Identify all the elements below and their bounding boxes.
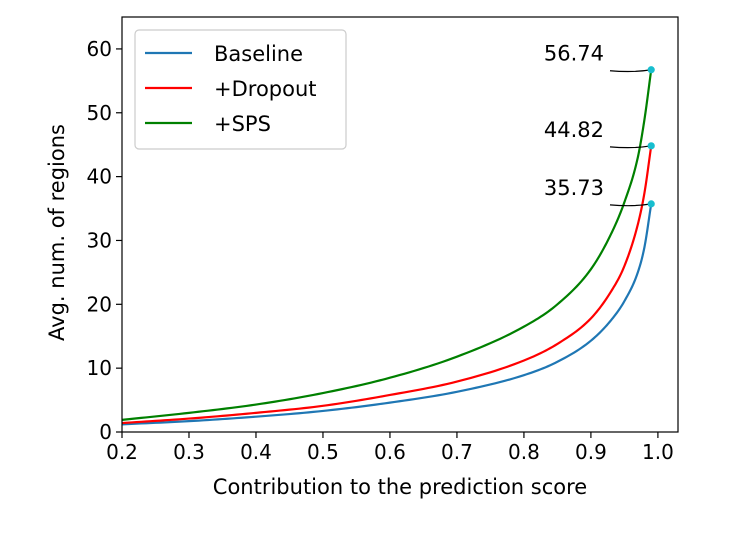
x-tick-label: 0.6	[374, 440, 406, 464]
legend-label: +Dropout	[214, 77, 317, 101]
y-tick-label: 30	[87, 228, 112, 252]
series-layer	[121, 69, 653, 426]
annotation-label: 56.74	[544, 42, 604, 66]
x-tick-label: 0.3	[173, 440, 205, 464]
x-tick-label: 1.0	[642, 440, 674, 464]
annotation-connector	[609, 203, 652, 207]
x-axis-ticks: 0.2 0.3 0.4 0.5 0.6 0.7 0.8 0.9 1.0	[106, 432, 674, 464]
x-tick-label: 0.8	[508, 440, 540, 464]
x-axis-title: Contribution to the prediction score	[213, 475, 587, 499]
x-tick-label: 0.5	[307, 440, 339, 464]
legend-box	[134, 29, 347, 150]
y-axis-ticks: 0 10 20 30 40 50 60	[87, 37, 122, 444]
series-line-1	[121, 145, 653, 425]
annotation-label: 44.82	[544, 118, 604, 142]
endpoint-marker	[647, 200, 655, 208]
plot-frame	[121, 16, 679, 433]
y-tick-label: 20	[87, 292, 112, 316]
x-tick-label: 0.7	[441, 440, 473, 464]
annotation-connector	[609, 145, 652, 149]
y-axis-title: Avg. num. of regions	[45, 124, 69, 341]
endpoint-marker	[647, 66, 655, 74]
legend-label: +SPS	[214, 112, 271, 136]
y-tick-label: 10	[87, 356, 112, 380]
legend: Baseline +Dropout +SPS	[134, 29, 347, 150]
endpoint-marker	[647, 142, 655, 150]
annotation-layer: 56.74 44.82 35.73	[544, 42, 655, 208]
y-tick-label: 40	[87, 165, 112, 189]
series-line-2	[121, 69, 653, 421]
x-tick-label: 0.4	[240, 440, 272, 464]
annotation-connector	[609, 69, 652, 73]
y-tick-label: 50	[87, 101, 112, 125]
x-tick-label: 0.2	[106, 440, 138, 464]
y-tick-label: 0	[99, 420, 112, 444]
annotation-label: 35.73	[544, 176, 604, 200]
series-line-0	[121, 203, 653, 426]
y-tick-label: 60	[87, 37, 112, 61]
legend-label: Baseline	[214, 42, 303, 66]
x-tick-label: 0.9	[575, 440, 607, 464]
